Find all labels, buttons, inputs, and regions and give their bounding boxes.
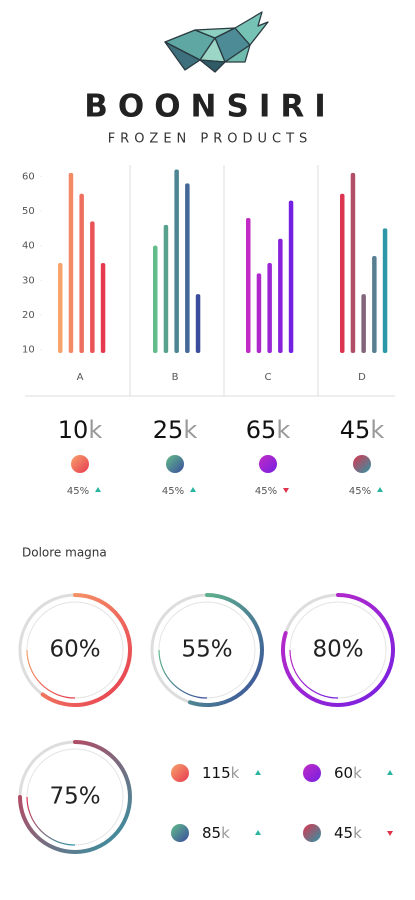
bar (174, 169, 179, 353)
y-tick-label: 20 (22, 310, 35, 321)
ring-inner-arc (158, 649, 208, 699)
legend-number: 60 (334, 764, 353, 782)
bar (267, 262, 272, 353)
bar (163, 224, 169, 353)
legend-unit: k (353, 824, 362, 842)
whale-logo (164, 11, 269, 73)
stat-value: 10k (58, 416, 103, 444)
ring-label: 75% (49, 784, 100, 810)
trend-arrow (255, 770, 261, 775)
ring-arc (40, 593, 132, 707)
stat-change: 45% (162, 486, 184, 497)
bar (246, 217, 251, 353)
x-tick-label: B (172, 372, 179, 383)
legend-number: 115 (202, 764, 231, 782)
stat-value: 65k (246, 416, 291, 444)
trend-arrow (283, 488, 289, 493)
stat-unit: k (183, 416, 197, 444)
ring-arc (281, 593, 395, 707)
legend-value: 85k (202, 824, 230, 842)
legend-dot (303, 824, 321, 842)
trend-arrow (387, 770, 393, 775)
x-tick-label: D (358, 372, 366, 383)
ring-label: 80% (312, 637, 363, 663)
bar (79, 193, 84, 353)
legend-number: 45 (334, 824, 353, 842)
stat-unit: k (88, 416, 102, 444)
stat-dot (166, 455, 184, 473)
stat-unit: k (276, 416, 290, 444)
bar (185, 183, 190, 353)
stat-value: 25k (153, 416, 198, 444)
ring-inner-arc (26, 796, 76, 846)
brand-subtitle: FROZEN PRODUCTS (108, 132, 313, 147)
bar (58, 262, 63, 353)
section-title: Dolore magna (22, 546, 107, 560)
bar (278, 238, 283, 353)
stat-number: 25 (153, 416, 184, 444)
y-tick-label: 30 (22, 275, 35, 286)
bar (361, 294, 366, 353)
trend-arrow (377, 487, 383, 492)
bar (90, 221, 95, 353)
y-tick-label: 40 (22, 241, 35, 252)
legend-dot (171, 824, 189, 842)
x-tick-label: C (265, 372, 272, 383)
ring-label: 55% (181, 637, 232, 663)
stat-change: 45% (349, 486, 371, 497)
legend-number: 85 (202, 824, 221, 842)
legend-value: 45k (334, 824, 362, 842)
legend-value: 115k (202, 764, 240, 782)
bar (195, 294, 201, 353)
bar (288, 200, 294, 353)
legend-dot (171, 764, 189, 782)
bar (350, 172, 356, 353)
ring-inner-arc (26, 649, 76, 699)
y-tick-label: 60 (22, 171, 35, 182)
brand-title: BOONSIRI (84, 89, 336, 125)
y-tick-label: 50 (22, 206, 35, 217)
stat-change: 45% (67, 486, 89, 497)
trend-arrow (190, 487, 196, 492)
y-tick-label: 10 (22, 345, 35, 356)
trend-arrow (95, 487, 101, 492)
bar (372, 256, 377, 353)
ring-label: 60% (49, 637, 100, 663)
stat-change: 45% (255, 486, 277, 497)
ring-inner-arc (289, 649, 339, 699)
stat-number: 45 (340, 416, 371, 444)
stat-number: 65 (246, 416, 277, 444)
bar (68, 172, 74, 353)
stat-dot (353, 455, 371, 473)
legend-unit: k (231, 764, 240, 782)
ring-arc (188, 593, 264, 707)
bar (256, 273, 262, 353)
legend-unit: k (353, 764, 362, 782)
stat-value: 45k (340, 416, 385, 444)
bar (153, 245, 158, 353)
separators (25, 165, 395, 397)
legend-unit: k (221, 824, 230, 842)
stat-dot (71, 455, 89, 473)
bar (100, 262, 106, 353)
stat-number: 10 (58, 416, 89, 444)
x-tick-label: A (77, 372, 84, 383)
ring-arc (18, 740, 132, 854)
trend-arrow (387, 831, 393, 836)
stat-dot (259, 455, 277, 473)
stat-unit: k (370, 416, 384, 444)
legend-dot (303, 764, 321, 782)
bar (340, 193, 345, 353)
trend-arrow (255, 830, 261, 835)
legend-value: 60k (334, 764, 362, 782)
bar (382, 228, 388, 353)
